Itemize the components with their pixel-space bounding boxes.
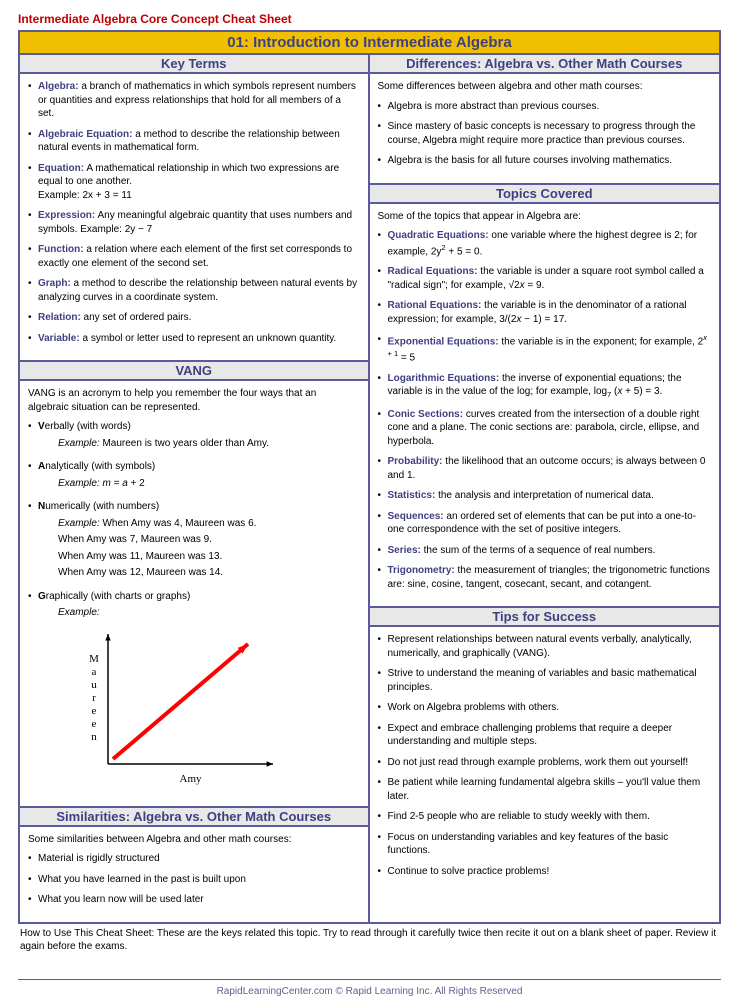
vang-n-line2: When Amy was 11, Maureen was 13.: [38, 550, 360, 564]
tip-item: Focus on understanding variables and key…: [378, 831, 712, 858]
doc-title: Intermediate Algebra Core Concept Cheat …: [18, 10, 721, 30]
key-term-item: Relation: any set of ordered pairs.: [28, 311, 360, 325]
vang-g: Graphically (with charts or graphs) Exam…: [28, 590, 360, 620]
vang-v-bold: V: [38, 421, 45, 432]
similarities-intro: Some similarities between Algebra and ot…: [28, 833, 360, 847]
svg-text:Amy: Amy: [180, 773, 203, 785]
key-term-item: Graph: a method to describe the relation…: [28, 277, 360, 304]
difference-item: Algebra is more abstract than previous c…: [378, 100, 712, 114]
vang-n: Numerically (with numbers) Example: When…: [28, 500, 360, 580]
vang-n-rest: umerically (with numbers): [45, 501, 159, 512]
tip-item: Find 2-5 people who are reliable to stud…: [378, 810, 712, 824]
vang-v: Verbally (with words) Example: Maureen i…: [28, 420, 360, 450]
svg-text:e: e: [92, 718, 97, 730]
topic-item: Radical Equations: the variable is under…: [378, 265, 712, 292]
topic-item: Series: the sum of the terms of a sequen…: [378, 544, 712, 558]
topic-item: Probability: the likelihood that an outc…: [378, 455, 712, 482]
key-term-item: Function: a relation where each element …: [28, 243, 360, 270]
topics-header: Topics Covered: [370, 183, 720, 204]
vang-g-exlabel: Example:: [58, 607, 100, 618]
differences-body: Some differences between algebra and oth…: [370, 74, 720, 183]
key-term-item: Equation: A mathematical relationship in…: [28, 162, 360, 203]
key-term-item: Expression: Any meaningful algebraic qua…: [28, 209, 360, 236]
vang-v-ex: Maureen is two years older than Amy.: [100, 438, 269, 449]
topic-item: Rational Equations: the variable is in t…: [378, 299, 712, 326]
vang-n-line3: When Amy was 12, Maureen was 14.: [38, 566, 360, 580]
vang-g-rest: raphically (with charts or graphs): [46, 591, 191, 602]
vang-a-ex: m = a + 2: [100, 478, 145, 489]
tips-body: Represent relationships between natural …: [370, 627, 720, 893]
svg-text:M: M: [89, 653, 99, 665]
similarity-item: What you learn now will be used later: [28, 893, 360, 907]
tip-item: Strive to understand the meaning of vari…: [378, 667, 712, 694]
key-term-item: Algebraic Equation: a method to describe…: [28, 128, 360, 155]
topic-item: Logarithmic Equations: the inverse of ex…: [378, 372, 712, 401]
tips-header: Tips for Success: [370, 606, 720, 627]
tip-item: Continue to solve practice problems!: [378, 865, 712, 879]
main-banner: 01: Introduction to Intermediate Algebra: [18, 30, 721, 55]
topic-item: Statistics: the analysis and interpretat…: [378, 489, 712, 503]
tip-item: Represent relationships between natural …: [378, 633, 712, 660]
key-terms-header: Key Terms: [20, 55, 368, 74]
columns: Key Terms Algebra: a branch of mathemati…: [18, 55, 721, 924]
svg-text:r: r: [92, 692, 96, 704]
tip-item: Expect and embrace challenging problems …: [378, 722, 712, 749]
vang-v-rest: erbally (with words): [45, 421, 131, 432]
vang-header: VANG: [20, 360, 368, 381]
svg-text:a: a: [92, 666, 97, 678]
vang-chart: MaureenAmy: [58, 624, 288, 794]
key-term-item: Algebra: a branch of mathematics in whic…: [28, 80, 360, 121]
vang-g-bold: G: [38, 591, 46, 602]
topic-item: Exponential Equations: the variable is i…: [378, 333, 712, 365]
right-column: Differences: Algebra vs. Other Math Cour…: [370, 55, 720, 922]
vang-a-exlabel: Example:: [58, 478, 100, 489]
vang-a-rest: nalytically (with symbols): [45, 461, 155, 472]
vang-a: Analytically (with symbols) Example: m =…: [28, 460, 360, 490]
topic-item: Sequences: an ordered set of elements th…: [378, 510, 712, 537]
vang-intro: VANG is an acronym to help you remember …: [28, 387, 360, 414]
vang-body: VANG is an acronym to help you remember …: [20, 381, 368, 806]
svg-text:n: n: [91, 731, 97, 743]
vang-n-line0: When Amy was 4, Maureen was 6.: [100, 518, 257, 529]
vang-n-line1: When Amy was 7, Maureen was 9.: [38, 533, 360, 547]
svg-text:e: e: [92, 705, 97, 717]
similarities-body: Some similarities between Algebra and ot…: [20, 827, 368, 922]
svg-text:u: u: [91, 679, 97, 691]
key-terms-body: Algebra: a branch of mathematics in whic…: [20, 74, 368, 360]
similarities-header: Similarities: Algebra vs. Other Math Cou…: [20, 806, 368, 827]
difference-item: Algebra is the basis for all future cour…: [378, 154, 712, 168]
differences-intro: Some differences between algebra and oth…: [378, 80, 712, 94]
tip-item: Work on Algebra problems with others.: [378, 701, 712, 715]
topics-body: Some of the topics that appear in Algebr…: [370, 204, 720, 607]
vang-n-exlabel: Example:: [58, 518, 100, 529]
page-footer: RapidLearningCenter.com © Rapid Learning…: [18, 979, 721, 1007]
topic-item: Trigonometry: the measurement of triangl…: [378, 564, 712, 591]
left-column: Key Terms Algebra: a branch of mathemati…: [20, 55, 370, 922]
vang-v-exlabel: Example:: [58, 438, 100, 449]
difference-item: Since mastery of basic concepts is neces…: [378, 120, 712, 147]
similarity-item: Material is rigidly structured: [28, 852, 360, 866]
key-term-item: Variable: a symbol or letter used to rep…: [28, 332, 360, 346]
similarity-item: What you have learned in the past is bui…: [28, 873, 360, 887]
topic-item: Conic Sections: curves created from the …: [378, 408, 712, 449]
tip-item: Do not just read through example problem…: [378, 756, 712, 770]
differences-header: Differences: Algebra vs. Other Math Cour…: [370, 55, 720, 74]
how-to-note: How to Use This Cheat Sheet: These are t…: [18, 924, 721, 961]
tip-item: Be patient while learning fundamental al…: [378, 776, 712, 803]
topics-intro: Some of the topics that appear in Algebr…: [378, 210, 712, 224]
topic-item: Quadratic Equations: one variable where …: [378, 229, 712, 258]
